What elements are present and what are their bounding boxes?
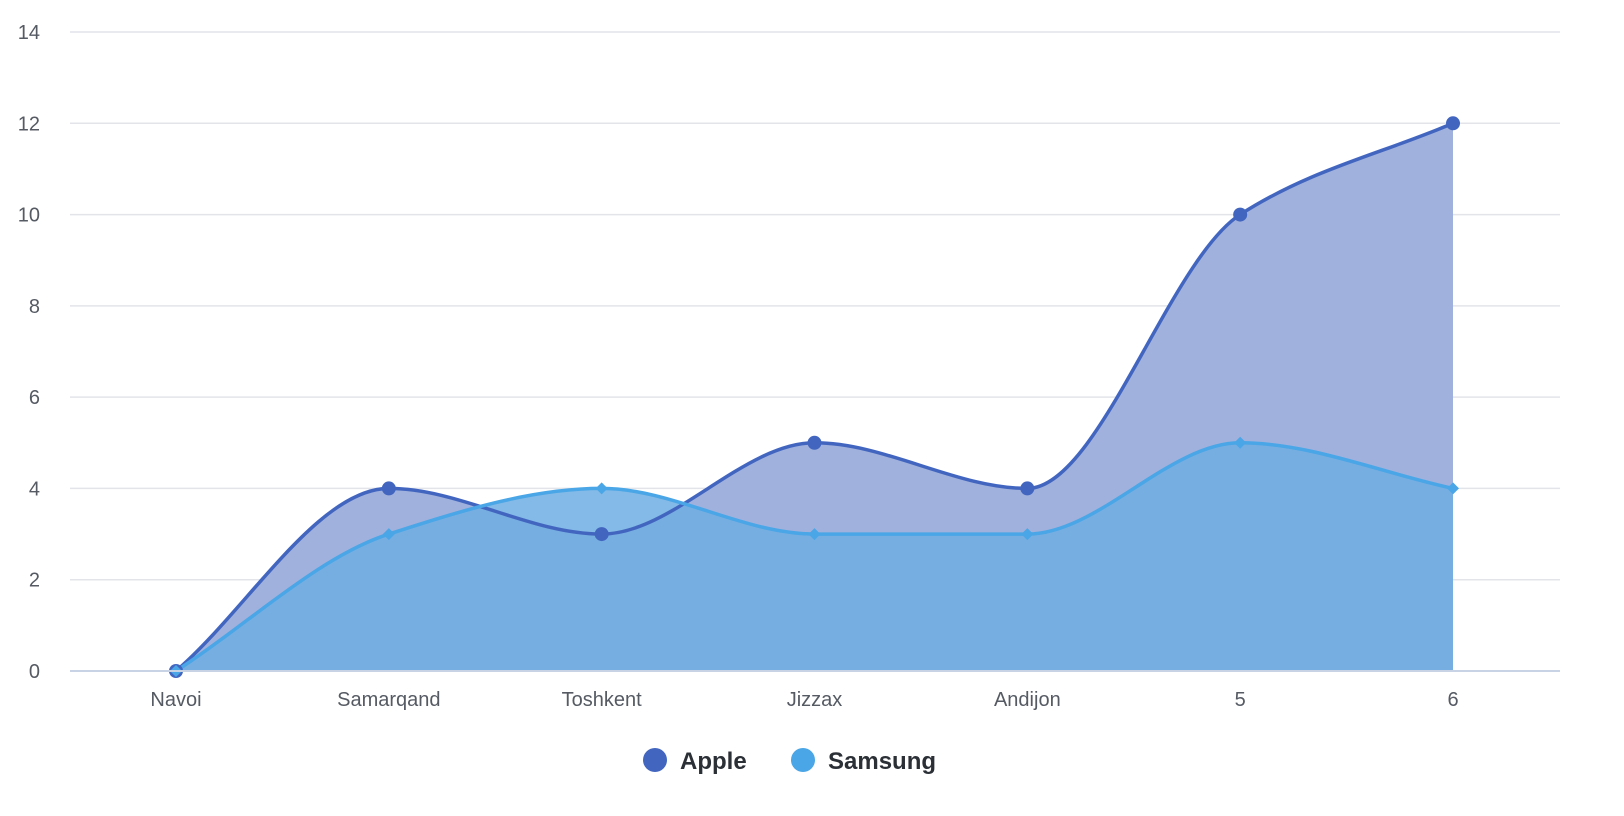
samsung-point[interactable]: [1234, 436, 1247, 449]
apple-point[interactable]: [1233, 207, 1248, 222]
legend-label-apple: Apple: [680, 748, 747, 775]
y-tick-label: 14: [18, 22, 40, 44]
y-tick-label: 10: [18, 205, 40, 227]
axes: 0 2 4 6 8 10 12 14 Navoi Samarqand Toshkent Jizzax A…: [18, 22, 1560, 711]
x-tick-label: 6: [1447, 689, 1458, 711]
apple-point[interactable]: [381, 481, 396, 496]
x-tick-label: Navoi: [150, 689, 201, 711]
samsung-point[interactable]: [382, 528, 395, 541]
apple-point[interactable]: [1020, 481, 1035, 496]
y-tick-label: 12: [18, 113, 40, 135]
x-tick-label: Samarqand: [337, 689, 440, 711]
x-tick-label: Toshkent: [562, 689, 642, 711]
samsung-point[interactable]: [1447, 482, 1459, 495]
series-areas: [176, 123, 1453, 672]
grid: [70, 31, 1560, 581]
apple-point[interactable]: [807, 435, 822, 450]
samsung-area: [176, 442, 1453, 671]
y-tick-label: 8: [29, 296, 40, 318]
legend-item-samsung[interactable]: Samsung: [791, 748, 936, 775]
samsung-point[interactable]: [1021, 528, 1034, 541]
y-tick-label: 0: [29, 661, 40, 683]
legend-marker-apple: [643, 748, 667, 772]
apple-point[interactable]: [594, 527, 609, 542]
legend: Apple Samsung: [643, 748, 936, 775]
x-tick-label: 5: [1235, 689, 1246, 711]
legend-item-apple[interactable]: Apple: [643, 748, 747, 775]
samsung-point[interactable]: [808, 528, 821, 541]
y-tick-label: 4: [29, 478, 40, 500]
legend-marker-samsung: [791, 748, 815, 772]
x-tick-label: Jizzax: [787, 689, 843, 711]
y-tick-label: 2: [29, 570, 40, 592]
samsung-point[interactable]: [595, 482, 608, 495]
x-tick-label: Andijon: [994, 689, 1061, 711]
apple-point[interactable]: [1446, 116, 1460, 131]
y-tick-label: 6: [29, 387, 40, 409]
legend-label-samsung: Samsung: [828, 748, 936, 775]
